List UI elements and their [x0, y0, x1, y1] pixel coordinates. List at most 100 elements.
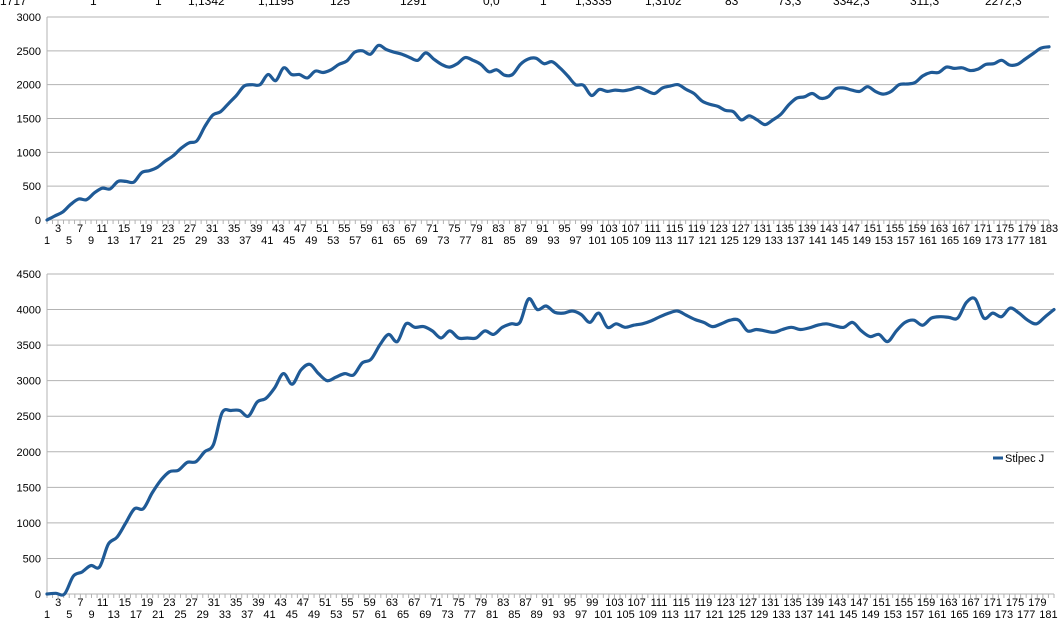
x-tick-label: 59 [360, 223, 372, 235]
x-tick-label: 179 [1018, 223, 1036, 235]
y-tick-label: 1500 [17, 114, 41, 126]
x-tick-label: 49 [308, 609, 320, 621]
x-tick-label: 51 [319, 597, 331, 609]
x-tick-label: 137 [794, 609, 812, 621]
x-tick-label: 109 [632, 235, 650, 247]
clipped-header-cell: 3342,3 [833, 0, 870, 8]
clipped-header-cell: 1 [540, 0, 547, 8]
x-tick-label: 39 [250, 223, 262, 235]
x-tick-label: 41 [263, 609, 275, 621]
x-tick-label: 87 [519, 597, 531, 609]
x-tick-label: 3 [55, 597, 61, 609]
chart-1: 0500100015002000250030001357911131517192… [17, 12, 1059, 247]
x-tick-label: 175 [996, 223, 1014, 235]
x-tick-label: 113 [661, 609, 679, 621]
x-tick-label: 53 [330, 609, 342, 621]
x-tick-label: 1 [44, 609, 50, 621]
x-tick-label: 61 [375, 609, 387, 621]
clipped-header-cell: 311,3 [910, 0, 940, 8]
x-tick-label: 165 [950, 609, 968, 621]
x-tick-label: 1 [44, 235, 50, 247]
x-tick-label: 119 [695, 597, 713, 609]
x-tick-label: 143 [820, 223, 838, 235]
x-tick-label: 97 [569, 235, 581, 247]
x-tick-label: 11 [97, 597, 108, 609]
x-tick-label: 47 [297, 597, 309, 609]
x-tick-label: 5 [66, 235, 72, 247]
x-tick-label: 127 [739, 597, 757, 609]
x-tick-label: 77 [464, 609, 476, 621]
x-tick-label: 31 [206, 223, 218, 235]
x-tick-label: 135 [776, 223, 794, 235]
clipped-header-cell: 1,3335 [575, 0, 612, 8]
x-tick-label: 29 [195, 235, 207, 247]
x-tick-label: 139 [798, 223, 816, 235]
x-tick-label: 173 [995, 609, 1013, 621]
x-tick-label: 7 [77, 597, 83, 609]
x-tick-label: 131 [754, 223, 772, 235]
x-tick-label: 81 [486, 609, 498, 621]
x-tick-label: 157 [906, 609, 924, 621]
x-tick-label: 121 [698, 235, 716, 247]
x-tick-label: 45 [283, 235, 295, 247]
clipped-header-cell: 73,3 [778, 0, 802, 8]
x-tick-label: 99 [586, 597, 598, 609]
x-tick-label: 11 [96, 223, 107, 235]
x-tick-label: 169 [963, 235, 981, 247]
x-tick-label: 23 [163, 597, 175, 609]
x-tick-label: 73 [437, 235, 449, 247]
x-tick-label: 27 [186, 597, 198, 609]
x-tick-label: 129 [743, 235, 761, 247]
x-tick-label: 181 [1029, 235, 1047, 247]
x-tick-label: 53 [327, 235, 339, 247]
x-tick-label: 151 [864, 223, 882, 235]
x-tick-label: 141 [809, 235, 827, 247]
clipped-header-cell: 1 [90, 0, 97, 8]
x-tick-label: 163 [930, 223, 948, 235]
x-tick-label: 115 [666, 223, 684, 235]
x-tick-label: 67 [408, 597, 420, 609]
x-tick-label: 95 [558, 223, 570, 235]
x-tick-label: 15 [118, 223, 130, 235]
y-tick-label: 4500 [17, 269, 41, 281]
x-tick-label: 9 [88, 609, 94, 621]
x-tick-label: 35 [230, 597, 242, 609]
x-tick-label: 61 [371, 235, 383, 247]
x-tick-label: 25 [173, 235, 185, 247]
x-tick-label: 81 [481, 235, 493, 247]
x-tick-label: 161 [919, 235, 937, 247]
x-tick-label: 59 [364, 597, 376, 609]
x-tick-label: 47 [294, 223, 306, 235]
x-tick-label: 39 [252, 597, 264, 609]
x-tick-label: 51 [316, 223, 328, 235]
x-tick-label: 155 [886, 223, 904, 235]
y-tick-label: 1000 [17, 147, 41, 159]
x-tick-label: 151 [872, 597, 890, 609]
x-tick-label: 83 [492, 223, 504, 235]
x-tick-label: 87 [514, 223, 526, 235]
x-tick-label: 119 [688, 223, 706, 235]
x-tick-label: 165 [941, 235, 959, 247]
x-tick-label: 33 [219, 609, 231, 621]
x-tick-label: 75 [453, 597, 465, 609]
x-tick-label: 3 [55, 223, 61, 235]
x-tick-label: 25 [174, 609, 186, 621]
y-tick-label: 0 [35, 215, 41, 227]
x-tick-label: 111 [644, 223, 661, 235]
x-tick-label: 113 [655, 235, 673, 247]
x-tick-label: 147 [842, 223, 860, 235]
x-tick-label: 93 [547, 235, 559, 247]
x-tick-label: 35 [228, 223, 240, 235]
x-tick-label: 85 [508, 609, 520, 621]
x-tick-label: 177 [1007, 235, 1025, 247]
y-tick-label: 1000 [17, 518, 41, 530]
x-tick-label: 147 [850, 597, 868, 609]
x-tick-label: 105 [610, 235, 628, 247]
x-tick-label: 85 [503, 235, 515, 247]
x-tick-label: 121 [705, 609, 723, 621]
x-tick-label: 181 [1039, 609, 1057, 621]
x-tick-label: 167 [952, 223, 970, 235]
x-tick-label: 89 [525, 235, 537, 247]
x-tick-label: 69 [419, 609, 431, 621]
